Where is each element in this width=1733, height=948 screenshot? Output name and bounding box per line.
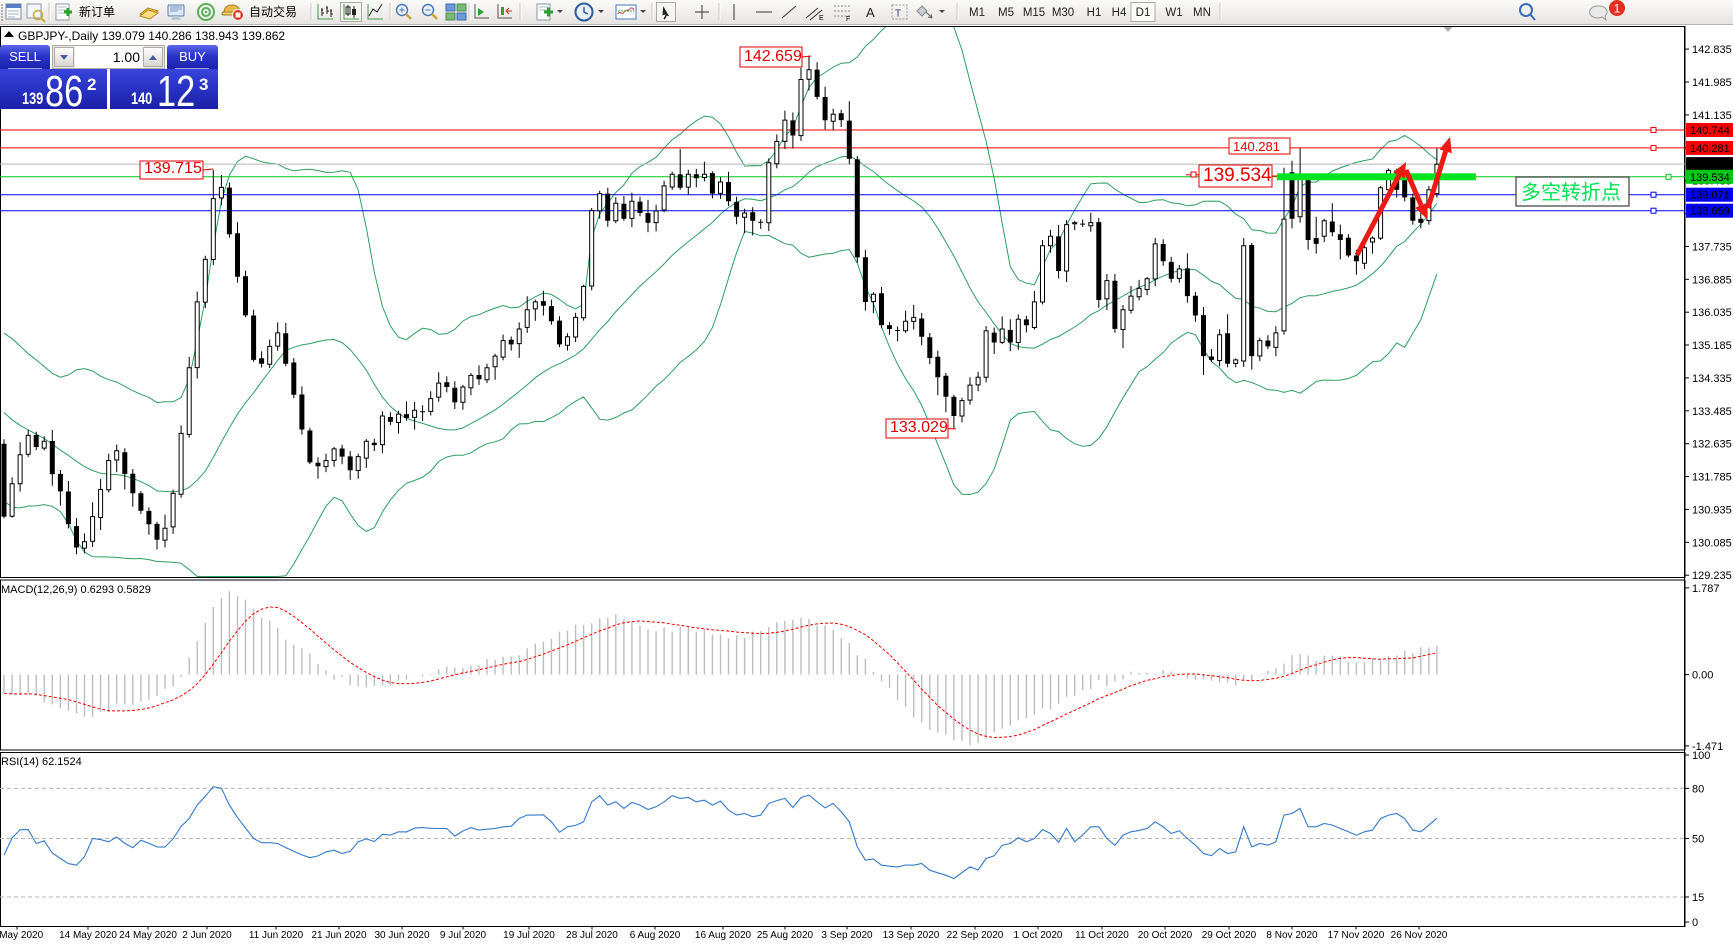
svg-text:135.185: 135.185: [1692, 340, 1732, 352]
svg-text:133.029: 133.029: [890, 419, 948, 436]
svg-text:6 Aug 2020: 6 Aug 2020: [630, 930, 681, 941]
svg-text:130.935: 130.935: [1692, 504, 1732, 516]
svg-text:3 Sep 2020: 3 Sep 2020: [821, 930, 873, 941]
svg-text:28 Jul 2020: 28 Jul 2020: [566, 930, 618, 941]
svg-text:129.235: 129.235: [1692, 570, 1732, 582]
svg-text:7 May 2020: 7 May 2020: [0, 930, 44, 941]
svg-text:100: 100: [1692, 750, 1710, 762]
svg-text:24 May 2020: 24 May 2020: [119, 930, 177, 941]
svg-text:0.00: 0.00: [1692, 670, 1713, 682]
svg-text:133.485: 133.485: [1692, 406, 1732, 418]
svg-text:134.335: 134.335: [1692, 373, 1732, 385]
svg-text:MACD(12,26,9) 0.6293 0.5829: MACD(12,26,9) 0.6293 0.5829: [1, 584, 151, 596]
svg-text:26 Nov 2020: 26 Nov 2020: [1391, 930, 1448, 941]
svg-text:19 Jul 2020: 19 Jul 2020: [503, 930, 555, 941]
svg-text:-1.471: -1.471: [1692, 741, 1723, 753]
svg-text:1 Oct 2020: 1 Oct 2020: [1014, 930, 1063, 941]
svg-text:RSI(14) 62.1524: RSI(14) 62.1524: [1, 756, 82, 768]
svg-text:140.744: 140.744: [1690, 125, 1730, 137]
svg-text:1: 1: [1614, 2, 1621, 16]
svg-text:130.085: 130.085: [1692, 537, 1732, 549]
svg-text:131.785: 131.785: [1692, 472, 1732, 484]
svg-text:M5: M5: [998, 7, 1014, 19]
svg-text:20 Oct 2020: 20 Oct 2020: [1138, 930, 1193, 941]
svg-text:139.071: 139.071: [1690, 190, 1730, 202]
svg-text:138.659: 138.659: [1690, 206, 1730, 218]
svg-text:E: E: [819, 15, 824, 22]
svg-text:2 Jun 2020: 2 Jun 2020: [182, 930, 232, 941]
svg-text:50: 50: [1692, 834, 1704, 846]
svg-text:80: 80: [1692, 783, 1704, 795]
svg-text:142.835: 142.835: [1692, 44, 1732, 56]
svg-text:MN: MN: [1193, 7, 1211, 19]
svg-text:139.715: 139.715: [144, 160, 202, 177]
svg-text:139.534: 139.534: [1203, 165, 1272, 186]
svg-text:139.862: 139.862: [1690, 159, 1730, 171]
svg-text:141.985: 141.985: [1692, 77, 1732, 89]
svg-text:0: 0: [1692, 917, 1698, 929]
svg-text:GBPJPY-,Daily 139.079 140.286: GBPJPY-,Daily 139.079 140.286 138.943 13…: [18, 29, 285, 43]
svg-text:29 Oct 2020: 29 Oct 2020: [1202, 930, 1257, 941]
svg-text:H1: H1: [1087, 7, 1102, 19]
svg-text:13 Sep 2020: 13 Sep 2020: [883, 930, 940, 941]
svg-text:8 Nov 2020: 8 Nov 2020: [1266, 930, 1318, 941]
svg-text:136.885: 136.885: [1692, 274, 1732, 286]
svg-text:136.035: 136.035: [1692, 307, 1732, 319]
svg-text:M15: M15: [1023, 7, 1045, 19]
svg-text:W1: W1: [1165, 7, 1182, 19]
svg-text:132.635: 132.635: [1692, 439, 1732, 451]
svg-text:137.735: 137.735: [1692, 241, 1732, 253]
svg-text:多空转折点: 多空转折点: [1521, 181, 1621, 204]
svg-text:140.281: 140.281: [1690, 143, 1730, 155]
svg-text:140.281: 140.281: [1233, 139, 1280, 154]
svg-text:9 Jul 2020: 9 Jul 2020: [440, 930, 487, 941]
svg-text:25 Aug 2020: 25 Aug 2020: [757, 930, 814, 941]
svg-text:139.534: 139.534: [1690, 172, 1730, 184]
svg-text:141.135: 141.135: [1692, 110, 1732, 122]
svg-text:M1: M1: [969, 7, 985, 19]
svg-text:11 Oct 2020: 11 Oct 2020: [1075, 930, 1129, 941]
svg-text:自动交易: 自动交易: [249, 4, 297, 19]
svg-text:30 Jun 2020: 30 Jun 2020: [374, 930, 429, 941]
svg-text:14 May 2020: 14 May 2020: [59, 930, 117, 941]
svg-text:142.659: 142.659: [744, 48, 802, 65]
svg-text:17 Nov 2020: 17 Nov 2020: [1328, 930, 1385, 941]
svg-text:新订单: 新订单: [79, 4, 115, 19]
svg-text:1.787: 1.787: [1692, 583, 1720, 595]
svg-text:F: F: [846, 16, 850, 23]
svg-text:16 Aug 2020: 16 Aug 2020: [695, 930, 752, 941]
svg-text:15: 15: [1692, 892, 1704, 904]
svg-text:D1: D1: [1136, 7, 1151, 19]
svg-text:22 Sep 2020: 22 Sep 2020: [947, 930, 1004, 941]
svg-text:11 Jun 2020: 11 Jun 2020: [249, 930, 304, 941]
svg-text:H4: H4: [1112, 7, 1127, 19]
svg-text:M30: M30: [1052, 7, 1074, 19]
svg-text:T: T: [895, 9, 901, 20]
svg-text:A: A: [866, 5, 875, 20]
svg-text:21 Jun 2020: 21 Jun 2020: [311, 930, 366, 941]
